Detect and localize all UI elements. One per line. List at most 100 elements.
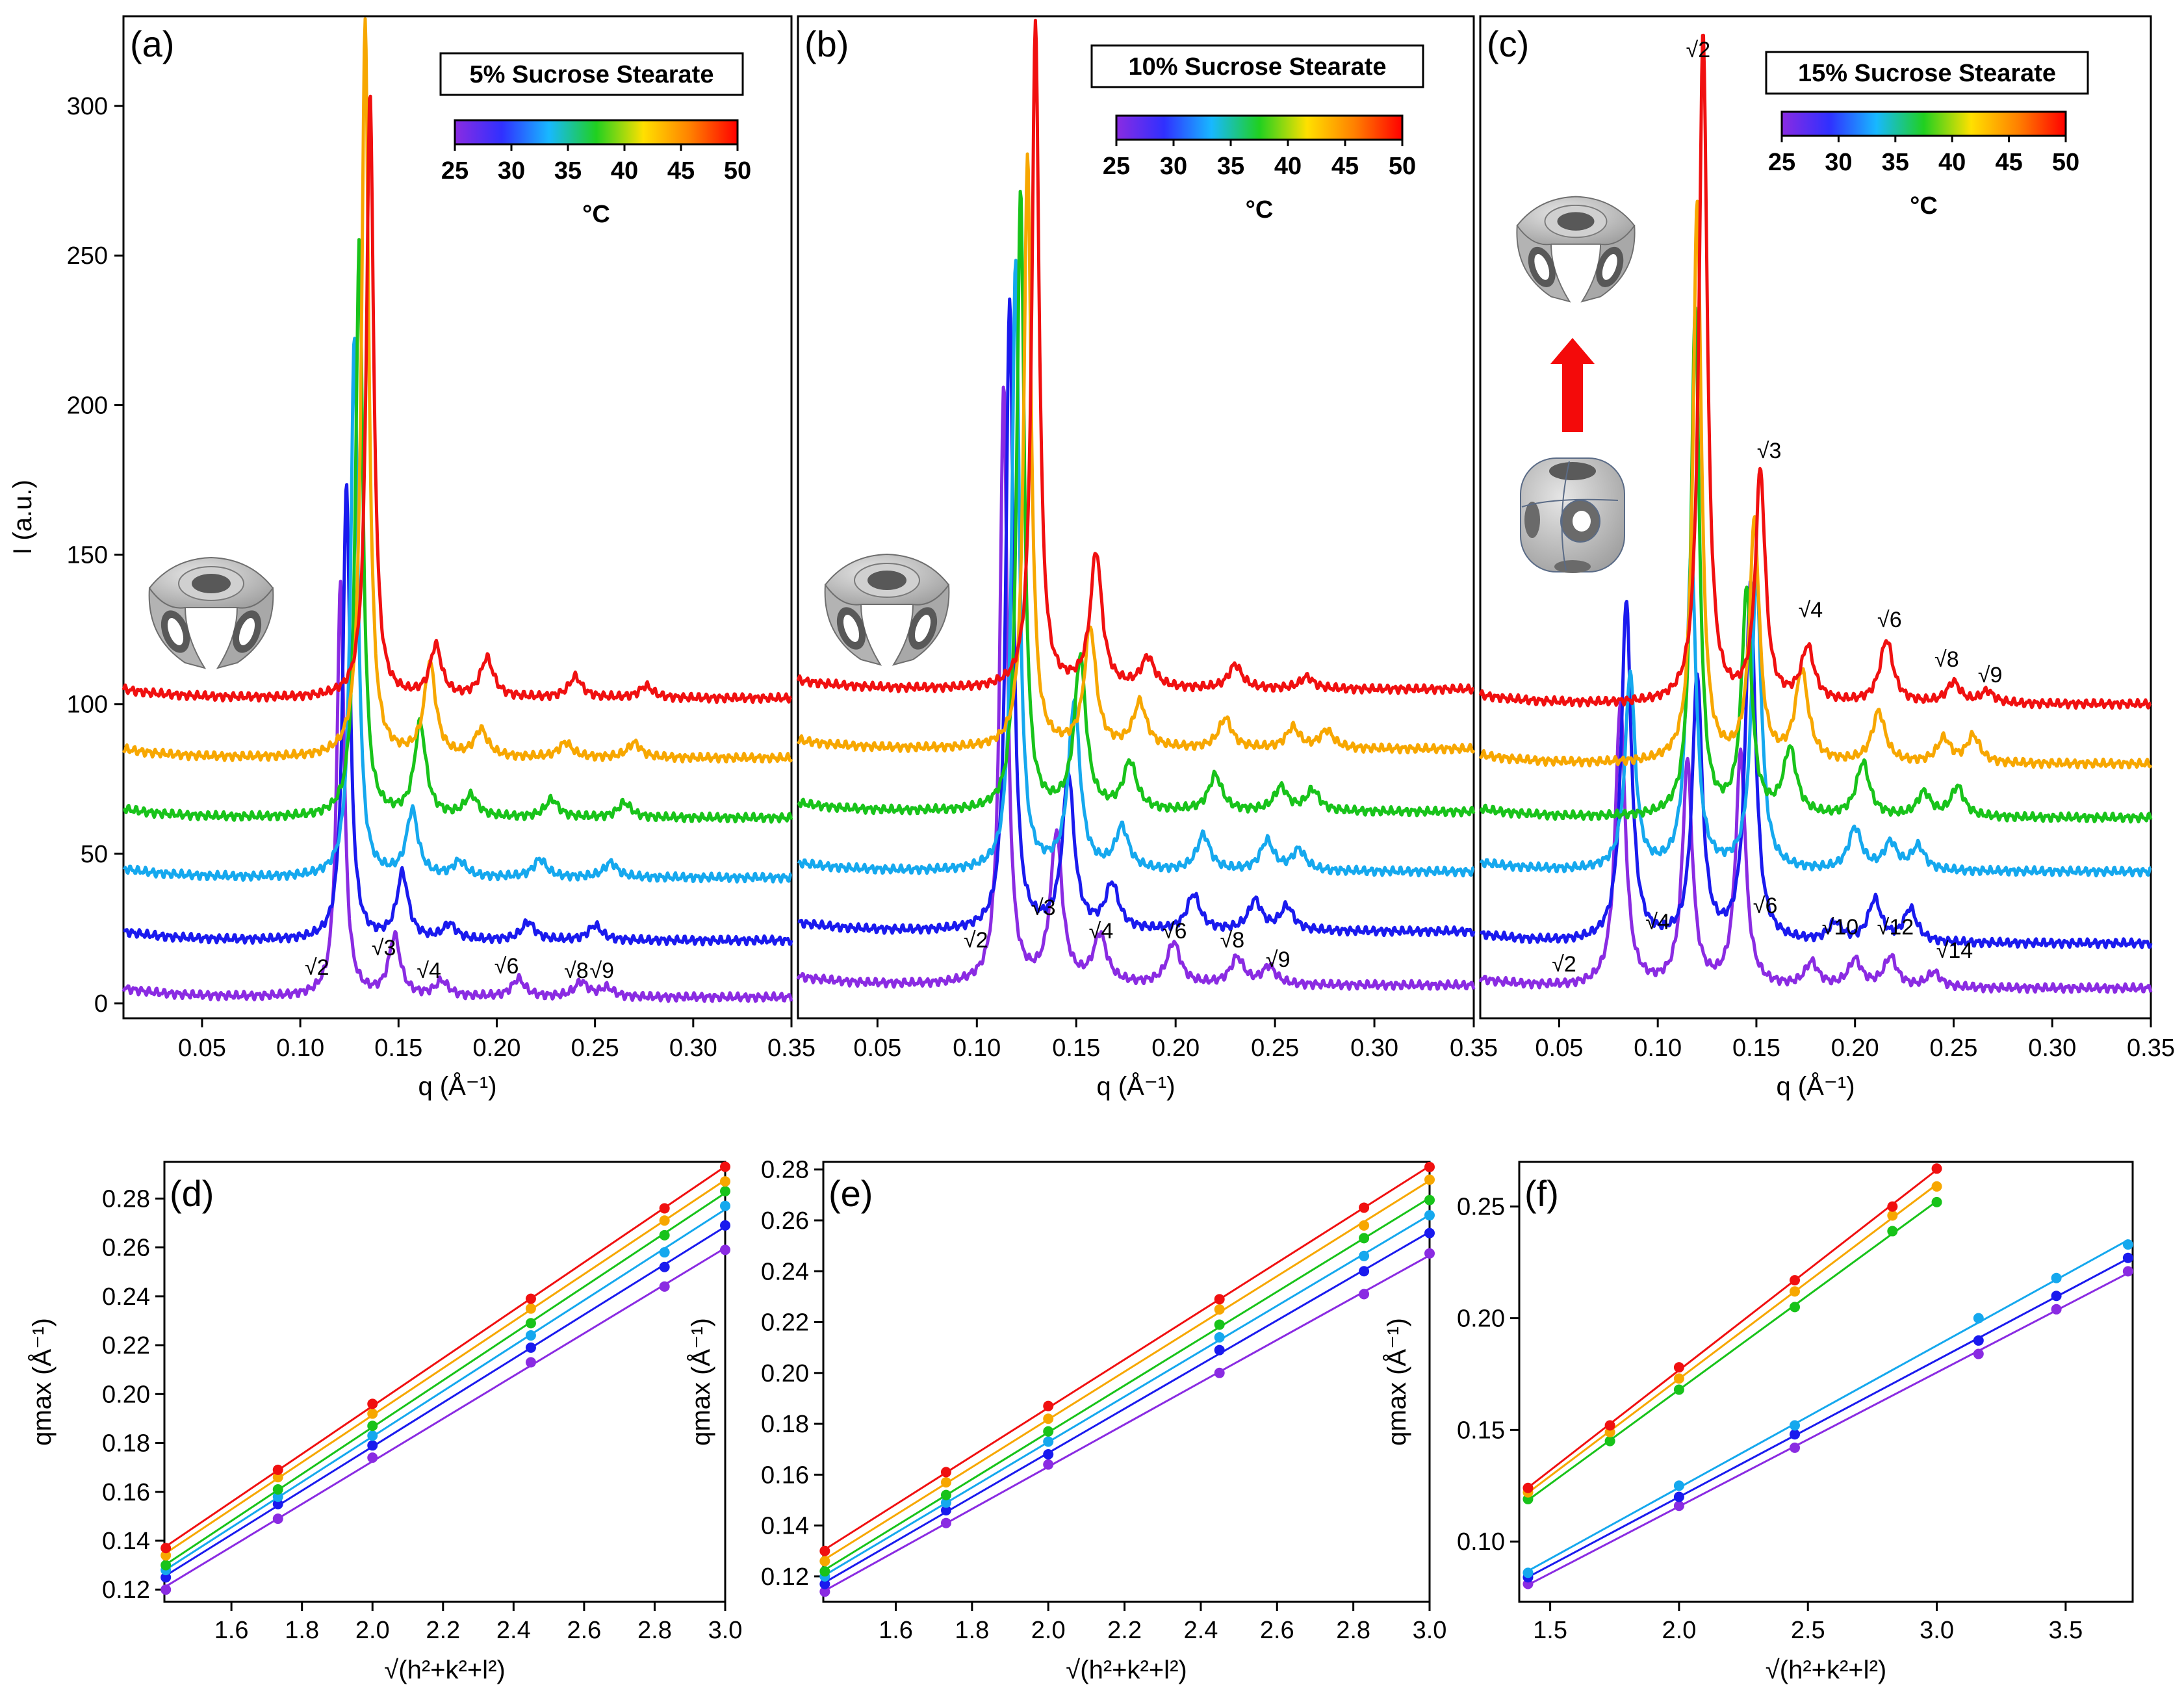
data-point-f-4 <box>1931 1181 1942 1192</box>
data-point-d-4 <box>720 1176 730 1187</box>
data-point-d-2 <box>272 1491 283 1502</box>
y-tick-label: 0.18 <box>102 1430 150 1458</box>
y-tick-label: 0.20 <box>761 1360 809 1387</box>
data-point-f-3 <box>1931 1196 1942 1207</box>
data-point-e-0 <box>1214 1367 1225 1378</box>
x-tick-label: 3.5 <box>2048 1617 2083 1644</box>
data-point-d-3 <box>272 1484 283 1495</box>
data-point-e-1 <box>1424 1228 1435 1239</box>
colorbar-tick-label: 30 <box>1160 153 1187 180</box>
y-tick-label: 250 <box>67 242 108 270</box>
legend-box-b <box>1090 44 1424 88</box>
data-point-f-1 <box>1673 1491 1684 1502</box>
peak-label: √2 <box>1552 952 1576 977</box>
x-tick-label: 3.0 <box>708 1617 743 1644</box>
data-point-d-1 <box>272 1499 283 1510</box>
fit-line-f-0 <box>1527 1272 2129 1586</box>
data-point-e-3 <box>1359 1233 1370 1244</box>
y-tick-label: 0.26 <box>761 1207 809 1235</box>
y-tick-label: 0 <box>94 990 108 1018</box>
saxs-trace-a-0 <box>122 580 793 1003</box>
data-point-f-2 <box>2051 1272 2062 1283</box>
data-point-f-1 <box>2051 1291 2062 1302</box>
x-tick-label: 0.15 <box>1052 1035 1100 1062</box>
saxs-trace-a-2 <box>122 337 793 884</box>
y-tick-label: 0.12 <box>102 1576 150 1604</box>
fit-line-f-1 <box>1527 1257 2129 1578</box>
data-point-f-1 <box>1973 1335 1984 1346</box>
data-point-d-1 <box>720 1220 730 1231</box>
panel-frame-e <box>822 1161 1431 1603</box>
data-point-f-4 <box>1790 1286 1801 1297</box>
data-point-f-0 <box>1673 1500 1684 1511</box>
y-axis-title: qmax (Å⁻¹) <box>686 1318 715 1446</box>
y-tick-label: 0.10 <box>1457 1528 1505 1556</box>
x-tick-label: 2.2 <box>1107 1617 1142 1644</box>
data-point-e-5 <box>1359 1202 1370 1213</box>
data-point-f-5 <box>1887 1201 1898 1212</box>
x-tick-label: 0.05 <box>853 1035 901 1062</box>
y-tick-label: 0.18 <box>761 1411 809 1438</box>
data-point-f-2 <box>1790 1420 1801 1431</box>
saxs-trace-a-1 <box>122 483 793 947</box>
data-point-d-4 <box>525 1303 536 1314</box>
cube-icon <box>1520 457 1625 573</box>
x-tick-label: 2.2 <box>426 1617 460 1644</box>
fit-line-d-1 <box>165 1226 726 1576</box>
saxs-trace-c-4 <box>1478 199 2153 769</box>
data-point-e-5 <box>1043 1400 1054 1411</box>
panel-frame-c <box>1479 15 2152 1020</box>
data-point-f-2 <box>1673 1480 1684 1491</box>
saxs-trace-b-0 <box>796 385 1476 991</box>
x-axis-title: √(h²+k²+l²) <box>1066 1656 1187 1684</box>
panel-label-e: (e) <box>829 1173 873 1214</box>
y-tick-label: 150 <box>67 542 108 569</box>
y-axis-title: qmax (Å⁻¹) <box>1382 1318 1411 1446</box>
fit-line-f-3 <box>1527 1200 1938 1501</box>
peak-label: √6 <box>1753 894 1778 918</box>
legend-title-c: 15% Sucrose Stearate <box>1798 60 2056 87</box>
data-point-f-1 <box>1790 1429 1801 1440</box>
colorbar-c <box>1780 110 2067 137</box>
data-point-e-3 <box>819 1566 830 1577</box>
colorbar-tick-label: 50 <box>1389 153 1416 180</box>
y-tick-label: 0.14 <box>761 1513 809 1540</box>
x-tick-label: 0.25 <box>1251 1035 1299 1062</box>
y-tick-label: 0.22 <box>102 1332 150 1359</box>
panel-label-f: (f) <box>1524 1173 1559 1214</box>
data-point-d-2 <box>720 1200 730 1211</box>
colorbar-tick-label: 30 <box>498 157 525 185</box>
x-tick-label: 0.30 <box>2028 1035 2076 1062</box>
phase-transition-arrow-icon <box>1550 338 1595 432</box>
data-point-f-2 <box>1522 1567 1534 1578</box>
colorbar-tick-label: 25 <box>1768 149 1795 176</box>
x-tick-label: 1.8 <box>955 1617 989 1644</box>
y-tick-label: 0.28 <box>761 1157 809 1184</box>
peak-label: √4 <box>1645 910 1670 934</box>
data-point-e-0 <box>940 1517 951 1528</box>
data-point-e-1 <box>1043 1449 1054 1460</box>
data-point-f-2 <box>1973 1313 1984 1324</box>
data-point-e-4 <box>819 1556 830 1567</box>
data-point-e-0 <box>819 1586 830 1597</box>
y-tick-label: 0.22 <box>761 1309 809 1337</box>
saxs-trace-a-3 <box>122 238 793 824</box>
colorbar-tick-label: 35 <box>1217 153 1244 180</box>
colorbar-tick-label: 25 <box>441 157 469 185</box>
x-tick-label: 2.8 <box>637 1617 672 1644</box>
data-point-f-4 <box>1673 1373 1684 1384</box>
y-tick-label: 0.12 <box>761 1563 809 1591</box>
colorbar-tick-label: 25 <box>1103 153 1130 180</box>
y-tick-label: 0.16 <box>102 1479 150 1506</box>
colorbar-tick-label: 50 <box>724 157 751 185</box>
y-axis-title: I (a.u.) <box>8 480 37 555</box>
x-tick-label: 2.0 <box>1662 1617 1697 1644</box>
x-tick-label: 0.35 <box>2127 1035 2175 1062</box>
data-point-d-4 <box>367 1408 378 1419</box>
x-tick-label: 1.5 <box>1533 1617 1567 1644</box>
x-tick-label: 2.5 <box>1791 1617 1825 1644</box>
data-point-e-2 <box>1424 1210 1435 1221</box>
data-point-d-1 <box>659 1261 670 1272</box>
legend-box-a <box>439 52 744 96</box>
x-tick-label: 0.15 <box>374 1035 422 1062</box>
